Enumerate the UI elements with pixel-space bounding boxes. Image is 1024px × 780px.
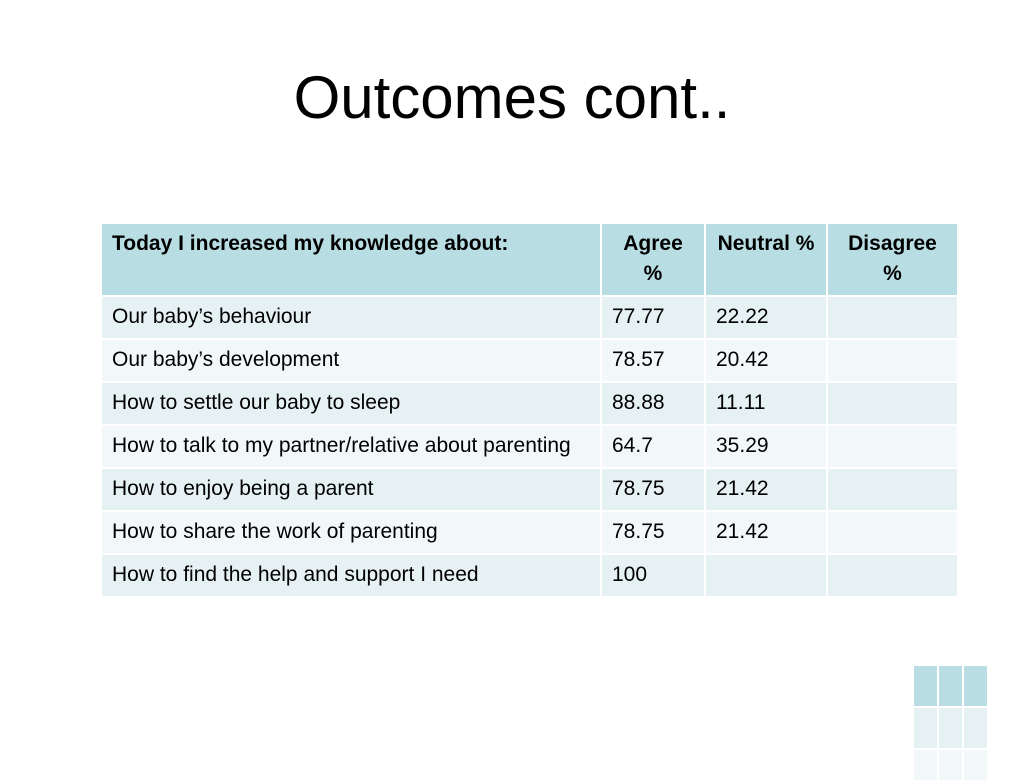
cell-agree: 78.75 bbox=[600, 467, 706, 512]
cell-neutral: 11.11 bbox=[704, 381, 828, 426]
header-agree: Agree % bbox=[600, 222, 706, 297]
header-neutral: Neutral % bbox=[704, 222, 828, 297]
deco-cell bbox=[914, 750, 937, 780]
cell-neutral bbox=[704, 553, 828, 598]
deco-cell bbox=[914, 666, 937, 706]
cell-neutral: 21.42 bbox=[704, 467, 828, 512]
deco-cell bbox=[939, 666, 962, 706]
cell-topic: Our baby’s behaviour bbox=[100, 295, 602, 340]
cell-neutral: 35.29 bbox=[704, 424, 828, 469]
cell-disagree bbox=[826, 553, 959, 598]
cell-topic: How to settle our baby to sleep bbox=[100, 381, 602, 426]
table-row: Our baby’s development 78.57 20.42 bbox=[100, 338, 959, 383]
deco-cell bbox=[964, 708, 987, 748]
table-row: How to share the work of parenting 78.75… bbox=[100, 510, 959, 555]
cell-agree: 78.57 bbox=[600, 338, 706, 383]
deco-cell bbox=[914, 708, 937, 748]
cell-topic: How to talk to my partner/relative about… bbox=[100, 424, 602, 469]
header-disagree: Disagree % bbox=[826, 222, 959, 297]
cell-disagree bbox=[826, 424, 959, 469]
deco-cell bbox=[964, 750, 987, 780]
deco-cell bbox=[964, 666, 987, 706]
table-row: How to talk to my partner/relative about… bbox=[100, 424, 959, 469]
cell-agree: 64.7 bbox=[600, 424, 706, 469]
deco-cell bbox=[939, 708, 962, 748]
cell-topic: How to find the help and support I need bbox=[100, 553, 602, 598]
cell-disagree bbox=[826, 381, 959, 426]
cell-neutral: 20.42 bbox=[704, 338, 828, 383]
deco-cell bbox=[939, 750, 962, 780]
table-row: Our baby’s behaviour 77.77 22.22 bbox=[100, 295, 959, 340]
table-header-row: Today I increased my knowledge about: Ag… bbox=[100, 222, 959, 297]
cell-disagree bbox=[826, 338, 959, 383]
cell-agree: 78.75 bbox=[600, 510, 706, 555]
table-row: How to settle our baby to sleep 88.88 11… bbox=[100, 381, 959, 426]
cell-neutral: 22.22 bbox=[704, 295, 828, 340]
outcomes-table: Today I increased my knowledge about: Ag… bbox=[100, 222, 959, 598]
table-row: How to find the help and support I need … bbox=[100, 553, 959, 598]
cell-agree: 77.77 bbox=[600, 295, 706, 340]
cell-neutral: 21.42 bbox=[704, 510, 828, 555]
header-topic: Today I increased my knowledge about: bbox=[100, 222, 602, 297]
cell-agree: 100 bbox=[600, 553, 706, 598]
cell-disagree bbox=[826, 467, 959, 512]
cell-topic: How to enjoy being a parent bbox=[100, 467, 602, 512]
cell-disagree bbox=[826, 295, 959, 340]
cell-topic: How to share the work of parenting bbox=[100, 510, 602, 555]
cell-disagree bbox=[826, 510, 959, 555]
cell-agree: 88.88 bbox=[600, 381, 706, 426]
slide-title: Outcomes cont.. bbox=[293, 64, 731, 131]
decorative-grid-ornament bbox=[914, 666, 987, 780]
table-row: How to enjoy being a parent 78.75 21.42 bbox=[100, 467, 959, 512]
cell-topic: Our baby’s development bbox=[100, 338, 602, 383]
